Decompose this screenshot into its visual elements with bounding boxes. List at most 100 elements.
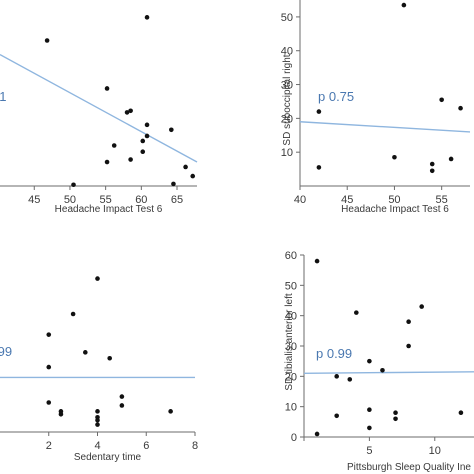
x-tick-label: 10 [429,445,441,457]
data-point [314,431,320,437]
y-tick-label: 20 [281,113,293,125]
data-point [119,394,125,399]
y-tick-label: 60 [285,250,297,262]
data-point [393,410,398,416]
x-tick-label: 55 [436,194,448,206]
data-point [314,258,320,264]
data-point [458,105,463,111]
x-tick-label: 8 [192,440,198,452]
y-tick-label: 0 [291,432,297,444]
x-tick-label: 40 [294,194,306,206]
data-point [334,374,339,379]
y-tick-label: 30 [281,80,293,92]
p-value-label: p 0.99 [316,346,352,361]
panel-bottom-left: 2 4 6 8 .99 Sedentary time [0,276,198,463]
data-point [111,143,117,148]
data-point [354,310,359,315]
y-tick-label: 10 [281,147,293,159]
data-point [168,409,173,414]
data-point [367,407,372,413]
data-point [144,122,150,128]
data-point [458,410,464,416]
x-tick-label: 60 [135,194,147,206]
data-point [104,159,110,165]
trend-line [303,371,474,374]
data-point [190,173,196,179]
y-tick-label: 10 [285,402,297,414]
data-point [183,164,188,170]
data-point [140,149,146,154]
data-point [140,138,146,144]
y-tick-label: 50 [285,280,297,292]
y-tick-label: 50 [281,12,293,24]
data-point [367,358,372,364]
x-tick-label: 5 [366,445,372,457]
x-axis-label: Headache Impact Test 6 [55,204,163,215]
data-point [380,367,385,373]
trend-line [299,121,471,133]
x-tick-label: 55 [100,194,112,206]
data-point [401,2,407,8]
x-axis-label: Pittsburgh Sleep Quality Ine [347,462,471,473]
data-point [429,168,435,174]
x-tick-label: 50 [64,194,76,206]
data-point [316,165,322,170]
y-tick-label: 40 [285,311,297,323]
x-axis-label: Sedentary time [74,452,142,463]
data-point [95,422,100,427]
x-tick-label: 45 [28,194,40,206]
data-point [406,319,411,325]
x-axis-label: Headache Impact Test 6 [341,204,449,215]
data-point [439,97,444,103]
data-point [429,161,435,167]
data-point [448,156,454,162]
data-point [419,304,424,309]
data-point [58,412,64,417]
trend-line [0,53,198,163]
panel-top-right: 40 45 50 55 10 20 30 40 50 p 0.75 Headache Impact … [281,0,471,215]
data-point [128,108,133,114]
p-value-label: p 0.75 [318,89,354,104]
data-point [316,109,322,114]
y-tick-label: 30 [285,341,297,353]
data-point [71,182,76,188]
x-tick-label: 2 [46,440,52,452]
data-point [107,355,112,361]
data-point [83,350,88,355]
data-point [334,413,339,419]
y-tick-label: 40 [281,46,293,58]
data-point [171,181,176,187]
data-point [95,409,100,414]
data-point [144,15,150,20]
y-axis-label: SD tibialis anterior left [284,293,295,390]
x-tick-label: 65 [171,194,183,206]
x-tick-label: 50 [388,194,400,206]
data-point [406,343,411,349]
p-value-label: .99 [0,344,12,359]
data-point [124,110,130,115]
p-value-label: 01 [0,89,6,104]
data-point [393,416,398,422]
data-point [46,400,52,405]
y-tick-label: 20 [285,371,297,383]
data-point [392,154,397,160]
data-point [46,364,52,370]
data-point [169,127,174,133]
data-point [128,157,133,162]
data-point [46,332,52,337]
x-tick-label: 6 [143,440,149,452]
data-point [347,377,353,382]
y-axis-label: SD suboccipital right [282,54,293,145]
data-point [104,86,110,91]
data-point [367,425,372,431]
data-point [70,311,76,317]
data-point [95,276,100,281]
data-point [95,417,100,423]
panel-bottom-right: 5 10 0 10 20 30 40 50 60 p 0.99 Pittsburgh Sleep Q… [284,250,474,473]
x-tick-label: 4 [94,440,100,452]
data-point [44,38,50,43]
data-point [119,403,125,408]
data-point [144,133,150,139]
panel-top-left: 45 50 55 60 65 01 Headache Impact Test 6 [0,15,198,215]
